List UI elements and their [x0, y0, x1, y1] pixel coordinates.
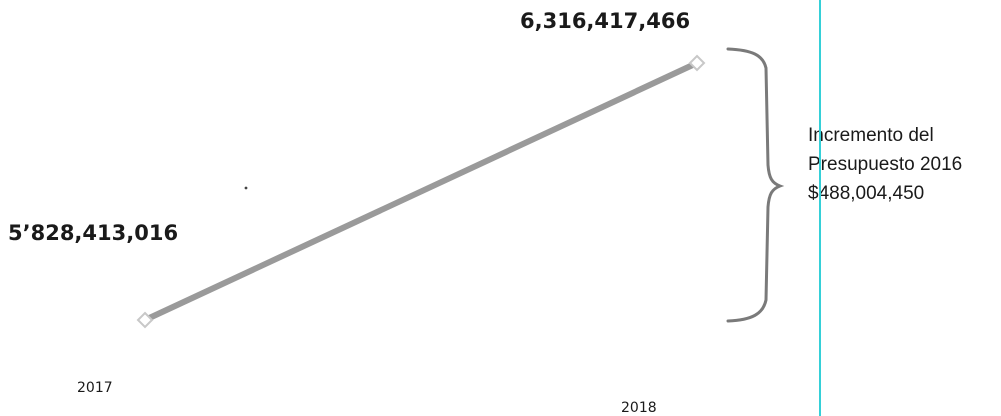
data-point-marker-2018: [688, 54, 706, 72]
annotation-line-1: Incremento del: [808, 125, 934, 146]
annotation-line-3: $488,004,450: [808, 183, 924, 204]
x-tick-label-2018: 2018: [621, 400, 657, 416]
x-tick-label-2017: 2017: [77, 380, 113, 396]
series-line-layer: [142, 60, 700, 323]
increment-bracket: [726, 47, 785, 323]
series-line: [142, 60, 700, 323]
speck-mark: [244, 186, 248, 190]
data-point-marker-2017: [136, 311, 154, 329]
data-label-2018: 6,316,417,466: [520, 9, 690, 33]
data-label-2017: 5’828,413,016: [8, 221, 178, 245]
marker-layer: [136, 54, 706, 329]
annotation-line-2: Presupuesto 2016: [808, 154, 962, 175]
